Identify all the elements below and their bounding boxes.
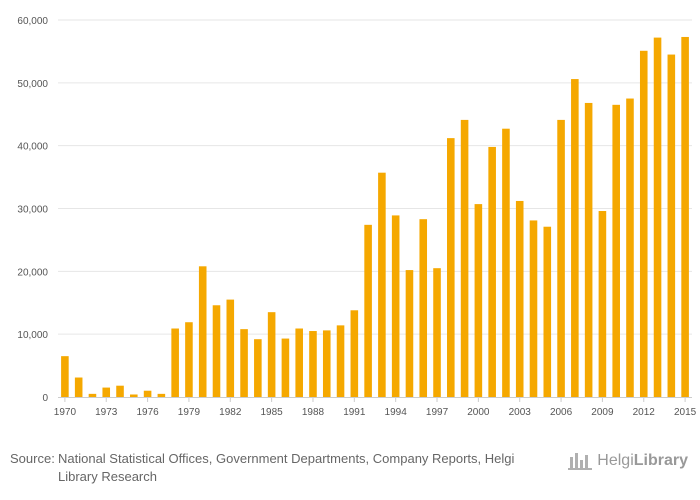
bar-1972 — [88, 393, 97, 397]
bar-1976 — [143, 390, 152, 397]
y-tick-label: 30,000 — [17, 205, 48, 216]
library-building-icon — [568, 453, 593, 470]
bar-1983 — [240, 329, 248, 397]
bar-2005 — [543, 226, 552, 397]
x-tick-label: 1988 — [302, 407, 325, 418]
bar-1993 — [378, 172, 386, 397]
bar-2014 — [667, 54, 676, 397]
bar-2009 — [598, 211, 607, 397]
bar-2012 — [639, 50, 648, 398]
x-tick-label: 2012 — [633, 407, 656, 418]
bar-1971 — [74, 377, 83, 397]
bar-1978 — [171, 328, 179, 397]
bar-1996 — [419, 219, 428, 397]
bar-1985 — [267, 312, 276, 397]
bar-2002 — [502, 128, 510, 397]
bars — [61, 36, 689, 398]
bar-2011 — [626, 98, 634, 398]
x-tick-label: 1982 — [219, 407, 242, 418]
x-tick-label: 2003 — [509, 407, 532, 418]
bar-1988 — [309, 331, 317, 397]
bar-1994 — [391, 215, 400, 397]
x-tick-label: 1973 — [95, 407, 118, 418]
bar-1974 — [116, 385, 124, 397]
bar-1995 — [405, 270, 414, 397]
bar-2001 — [488, 146, 496, 397]
bar-1998 — [447, 138, 455, 398]
bar-2008 — [584, 102, 593, 397]
y-tick-label: 40,000 — [17, 142, 48, 153]
bar-1982 — [226, 299, 235, 397]
bar-1986 — [281, 338, 290, 397]
bar-1980 — [198, 266, 207, 397]
source-prefix: Source: — [10, 451, 55, 466]
x-tick-label: 1970 — [54, 407, 77, 418]
bar-2015 — [681, 36, 689, 398]
bar-1987 — [295, 328, 303, 397]
bar-1981 — [212, 305, 221, 397]
bar-chart: 0 10,000 20,000 30,000 40,000 50,000 60,000 19… — [17, 16, 697, 418]
gridlines — [58, 19, 692, 335]
x-tick-label: 1985 — [261, 407, 284, 418]
bar-1989 — [322, 330, 331, 397]
bar-1977 — [157, 393, 166, 397]
x-tick-label: 1976 — [136, 407, 159, 418]
x-tick-label: 1994 — [385, 407, 408, 418]
bar-1991 — [350, 310, 359, 397]
bar-1997 — [433, 268, 441, 397]
y-tick-label: 20,000 — [17, 267, 48, 278]
bar-2003 — [515, 200, 524, 397]
bar-1973 — [102, 387, 111, 397]
bar-2004 — [529, 220, 538, 397]
x-tick-label: 1991 — [343, 407, 366, 418]
bar-1992 — [364, 224, 372, 397]
y-tick-label: 0 — [42, 393, 48, 404]
y-axis: 0 10,000 20,000 30,000 40,000 50,000 60,000 — [17, 16, 48, 404]
bar-2000 — [474, 204, 483, 397]
helgi-library-logo: HelgiLibrary — [567, 450, 688, 472]
y-tick-label: 60,000 — [17, 16, 48, 27]
bar-2010 — [612, 104, 620, 397]
x-tick-label: 2006 — [550, 407, 573, 418]
x-tick-label: 1997 — [426, 407, 449, 418]
source-text: National Statistical Offices, Government… — [58, 451, 515, 484]
bar-2006 — [557, 119, 565, 397]
bar-1975 — [130, 394, 138, 397]
bar-1970 — [61, 356, 69, 397]
bar-1999 — [460, 119, 469, 397]
y-tick-label: 50,000 — [17, 79, 48, 90]
bar-1990 — [336, 325, 345, 397]
source-note: Source: National Statistical Offices, Go… — [10, 450, 550, 486]
bar-2007 — [571, 79, 579, 398]
y-tick-label: 10,000 — [17, 330, 48, 341]
x-tick-label: 1979 — [178, 407, 201, 418]
bar-1984 — [254, 339, 262, 397]
x-tick-label: 2000 — [467, 407, 490, 418]
x-tick-label: 2009 — [591, 407, 614, 418]
x-axis: 1970 1973 1976 1979 1982 1985 1988 1991 1994 1997… — [54, 397, 697, 418]
logo-text: HelgiLibrary — [597, 452, 688, 469]
x-tick-label: 2015 — [674, 407, 697, 418]
bar-2013 — [653, 37, 662, 398]
bar-1979 — [185, 322, 193, 397]
